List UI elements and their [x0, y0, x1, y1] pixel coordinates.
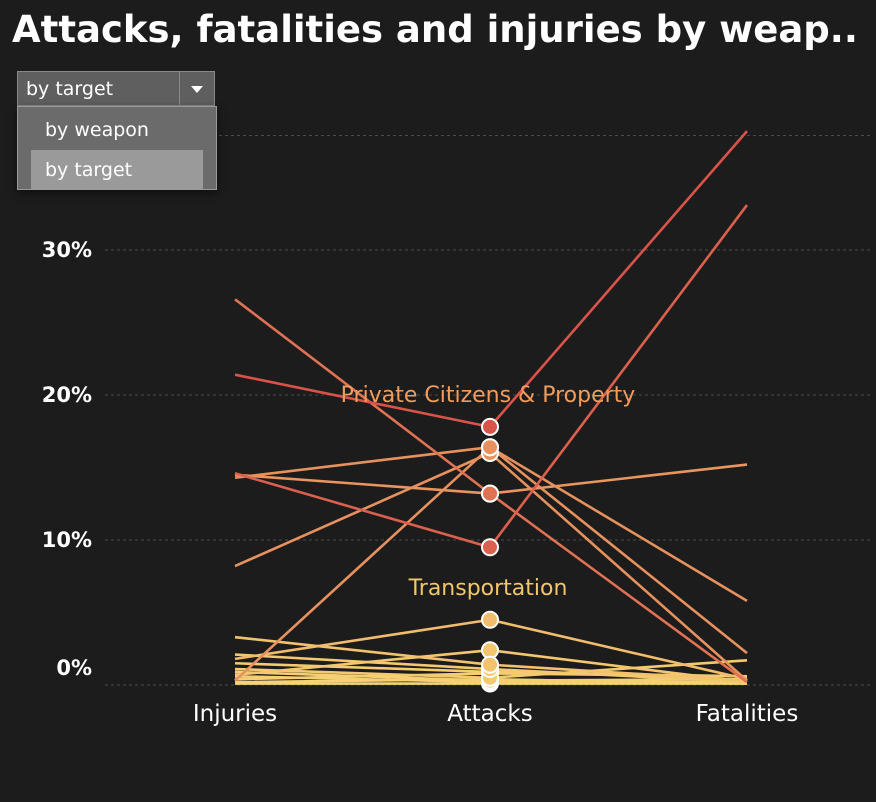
y-tick-label: 0%: [56, 656, 92, 680]
menu-option-by-target[interactable]: by target: [31, 150, 203, 190]
series-annotation: Private Citizens & Property: [341, 383, 636, 408]
attack-point[interactable]: [481, 417, 499, 436]
attack-point[interactable]: [481, 538, 499, 557]
x-tick-label: Attacks: [447, 701, 532, 727]
chart-title: Attacks, fatalities and injuries by weap…: [12, 8, 858, 51]
dropdown-selected-value: by target: [26, 78, 114, 100]
target-filter-dropdown[interactable]: by target: [17, 71, 215, 106]
series-annotation: Transportation: [408, 576, 568, 601]
attack-point[interactable]: [481, 655, 499, 674]
x-tick-label: Fatalities: [696, 701, 799, 727]
y-tick-label: 10%: [42, 528, 92, 552]
chevron-down-icon[interactable]: [179, 72, 214, 105]
x-tick-label: Injuries: [193, 701, 277, 727]
attack-point[interactable]: [481, 438, 499, 457]
attack-point[interactable]: [481, 484, 499, 503]
attack-point[interactable]: [481, 610, 499, 629]
y-tick-label: 30%: [42, 238, 92, 262]
y-tick-label: 20%: [42, 383, 92, 407]
menu-option-by-weapon[interactable]: by weapon: [45, 119, 149, 141]
dropdown-menu: by weapon by target: [17, 106, 217, 190]
